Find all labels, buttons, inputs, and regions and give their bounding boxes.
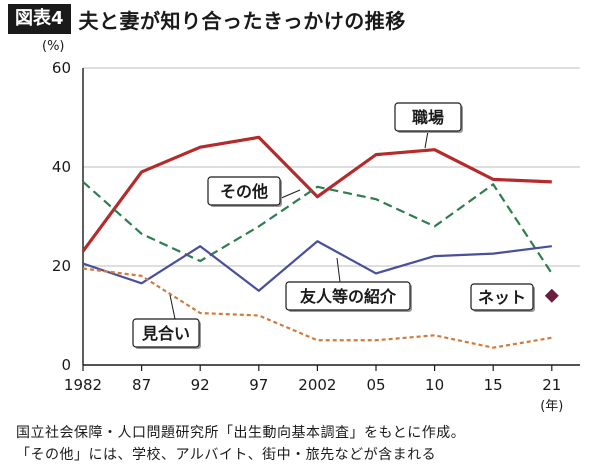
x-tick-label: 87 (132, 376, 151, 394)
x-tick-label: 21 (542, 376, 561, 394)
line-chart: 0 20 40 60 (%) 1982 87 92 97 2002 05 10 15 21 (年) 職場その他… (42, 39, 580, 414)
friend-introduction-callout-box (285, 281, 411, 311)
other-series-label: その他 (220, 182, 268, 201)
chart-title: 夫と妻が知り合ったきっかけの推移 (78, 8, 406, 33)
x-tick-label: 10 (425, 376, 444, 394)
omiai-line (82, 267, 552, 349)
y-axis-unit: (%) (42, 39, 65, 54)
workplace-callout-pointer (424, 130, 429, 149)
x-axis-unit: (年) (540, 399, 563, 414)
internet-callout-box (470, 283, 534, 311)
workplace-callout-box (394, 102, 462, 132)
x-tick-label: 97 (249, 376, 268, 394)
x-tick-label: 15 (484, 376, 503, 394)
y-tick-label: 40 (52, 158, 71, 176)
other-line (82, 181, 553, 275)
y-tick-label: 0 (61, 356, 71, 374)
omiai-callout-box (132, 318, 200, 348)
x-tick-label: 2002 (298, 376, 336, 394)
y-tick-label: 20 (52, 257, 71, 275)
omiai-callout-pointer (169, 294, 176, 320)
category-note: 「その他」には、学校、アルバイト、街中・旅先などが含まれる (16, 447, 437, 463)
workplace-line (81, 135, 552, 253)
y-tick-label: 60 (52, 59, 71, 77)
workplace-series-label: 職場 (412, 108, 444, 127)
x-tick-label: 05 (366, 376, 385, 394)
omiai-series-label: 見合い (141, 324, 190, 343)
chart-header: 図表4 夫と妻が知り合ったきっかけの推移 (8, 4, 406, 34)
other-callout-box (207, 176, 281, 206)
source-note: 国立社会保障・人口問題研究所「出生動向基本調査」をもとに作成。 (16, 425, 466, 441)
internet-series-label: ネット (478, 288, 526, 307)
x-tick-label: 92 (191, 376, 210, 394)
figure-badge: 図表4 (8, 4, 71, 34)
friend-introduction-series-label: 友人等の紹介 (300, 287, 397, 306)
friend-introduction-line (82, 240, 552, 292)
friend-introduction-callout-pointer (336, 257, 341, 283)
x-tick-label: 1982 (64, 376, 102, 394)
internet-point (544, 288, 559, 303)
